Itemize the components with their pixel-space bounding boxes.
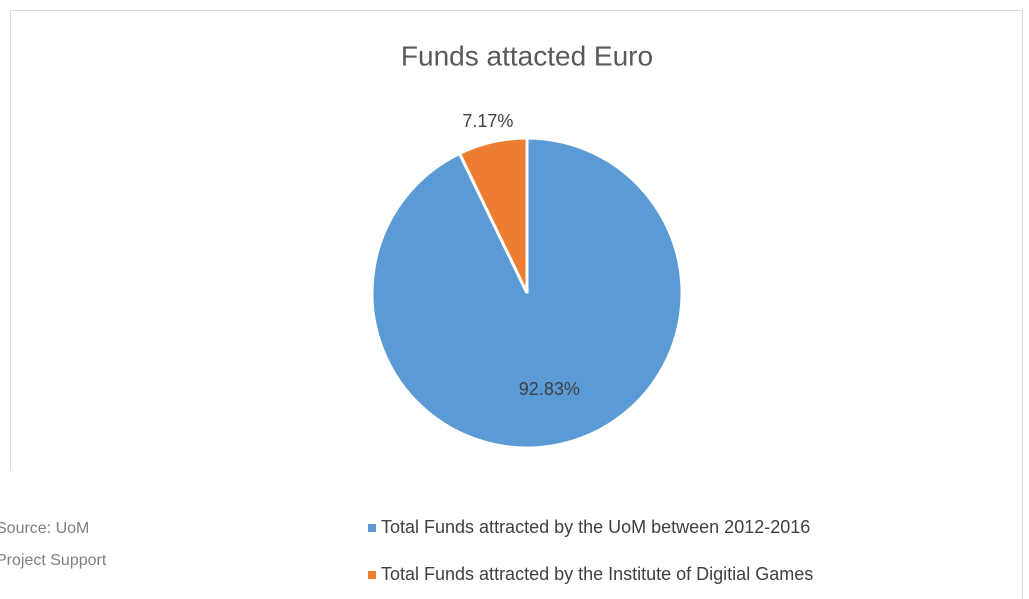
pie-slice xyxy=(457,136,529,294)
legend-swatch xyxy=(368,571,376,579)
source-note: Source: UoM xyxy=(0,520,89,537)
legend-swatch xyxy=(368,524,376,532)
chart-title: Funds attacted Euro xyxy=(401,40,653,71)
data-label: 7.17% xyxy=(462,111,513,131)
legend-label: Total Funds attracted by the UoM between… xyxy=(381,517,810,537)
data-label: 92.83% xyxy=(519,379,580,399)
source-note: Project Support xyxy=(0,552,107,569)
legend-label: Total Funds attracted by the Institute o… xyxy=(381,564,813,584)
